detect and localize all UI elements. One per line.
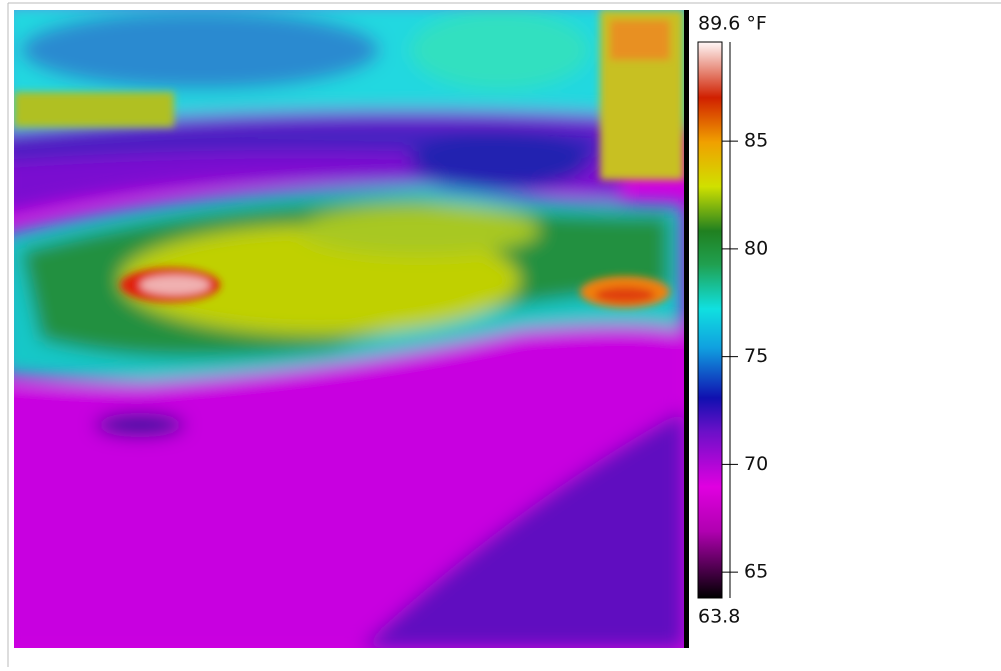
max-label: 89.6 °F (698, 13, 767, 35)
image-edge (684, 10, 689, 648)
tick-label: 80 (744, 237, 768, 259)
min-label: 63.8 (698, 606, 740, 628)
tick-label: 75 (744, 345, 768, 367)
tick-label: 70 (744, 453, 768, 475)
thermal-image (14, 10, 684, 648)
tick-label: 85 (744, 130, 768, 152)
colorbar (697, 41, 723, 599)
tick-label: 65 (744, 561, 768, 583)
